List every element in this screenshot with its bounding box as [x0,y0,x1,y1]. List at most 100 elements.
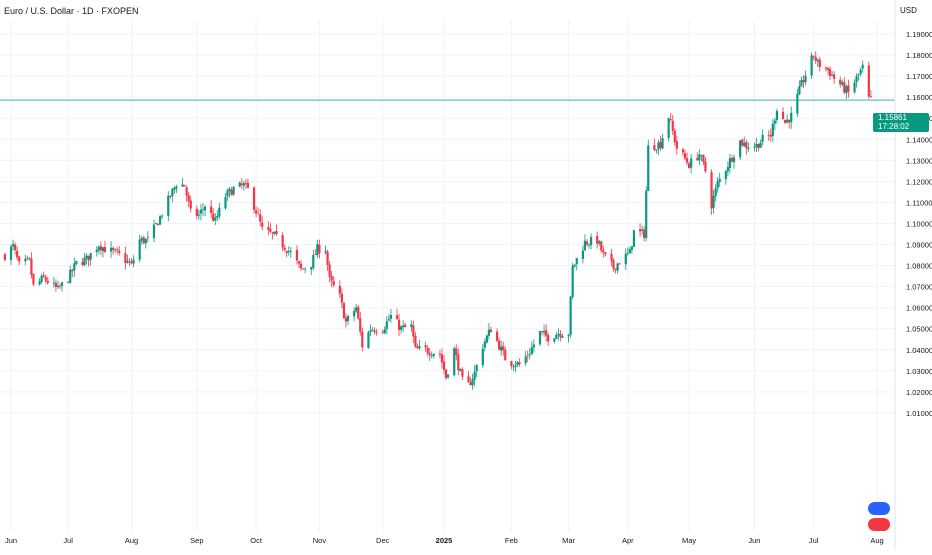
candle-down [283,247,286,251]
candle-down [318,244,321,254]
candle-up [89,253,92,260]
candle-up [853,82,856,93]
candle-up [628,249,631,254]
y-tick-label: 1.11000 [906,198,932,207]
candle-up [289,251,292,252]
candle-down [359,318,362,332]
candle-down [212,213,215,221]
candle-down [269,229,272,232]
candle-up [512,366,515,368]
candle-up [528,354,531,356]
price-axis[interactable]: 1.190001.180001.170001.160001.150001.140… [894,0,932,550]
candle-down [271,232,274,234]
candle-up [101,247,105,252]
last-price-label: 1.15861 [873,113,929,123]
candle-up [861,64,864,69]
candle-down [342,303,346,319]
x-tick-label: Aug [125,536,138,545]
candle-up [773,120,776,124]
candle-down [769,134,772,137]
currency-label[interactable]: USD [900,6,917,15]
candle-up [126,260,129,263]
candle-up [67,282,70,283]
candle-down [412,325,415,337]
candle-up [316,244,319,256]
x-tick-label: Jul [809,536,819,545]
candle-down [504,349,507,361]
candle-down [496,331,499,341]
candle-down [828,68,832,76]
symbol-title[interactable]: Euro / U.S. Dollar · 1D · FXOPEN [4,6,139,16]
candle-up [569,296,572,335]
y-tick-label: 1.17000 [906,72,932,81]
candle-up [430,355,433,357]
candle-up [557,333,560,336]
candle-up [583,240,587,251]
candle-down [87,255,90,261]
candle-up [83,257,86,265]
candle-up [471,379,474,386]
time-axis[interactable]: Jun Jul Aug Sep Oct Nov Dec 2025 Feb Mar Apr May Jun… [5,536,884,545]
candle-down [185,187,188,196]
candle-up [114,249,117,251]
candle-down [585,241,589,245]
candle-down [814,56,817,61]
candle-down [730,157,734,162]
candle-up [690,158,693,168]
y-tick-label: 1.06000 [906,304,932,313]
candle-up [657,142,660,150]
x-tick-label: Mar [562,536,575,545]
candle-up [743,142,746,146]
tradingview-logo-icon[interactable] [868,502,890,515]
candle-down [489,329,493,333]
candle-up [555,334,558,339]
candle-up [367,332,370,348]
candle-up [771,123,774,137]
y-tick-label: 1.19000 [906,30,932,39]
flag-icon[interactable] [868,518,890,531]
candle-up [226,190,229,197]
candle-down [314,254,317,255]
candle-down [259,214,262,222]
candle-up [310,266,313,270]
x-tick-label: Oct [250,536,263,545]
candle-up [11,244,15,247]
candle-down [643,229,646,239]
candle-down [210,206,213,214]
candle-down [30,258,33,275]
candle-up [800,80,803,87]
y-tick-label: 1.05000 [906,325,932,334]
candle-up [385,321,388,329]
candle-down [267,227,270,230]
candle-down [257,213,260,215]
candle-down [424,345,427,348]
candle-down [169,195,172,198]
x-tick-label: Nov [313,536,327,545]
grid-lines [0,20,895,532]
candle-down [839,79,842,85]
candle-up [485,335,488,343]
candle-up [158,216,162,225]
candle-down [704,161,707,172]
candle-down [375,331,378,333]
candle-down [46,280,49,284]
candle-up [324,251,327,253]
candle-down [187,194,190,202]
candle-down [824,67,828,69]
candle-down [469,382,472,385]
candle-up [632,230,636,247]
candle-up [60,282,64,286]
candle-down [416,346,419,349]
candle-up [138,239,141,260]
candle-down [330,276,333,281]
candle-down [745,142,748,149]
candle-up [387,319,390,321]
candle-down [783,119,787,123]
candle-down [767,134,770,136]
candle-up [804,75,807,83]
y-tick-label: 1.10000 [906,219,932,228]
candle-up [453,348,456,376]
candle-up [301,268,305,270]
